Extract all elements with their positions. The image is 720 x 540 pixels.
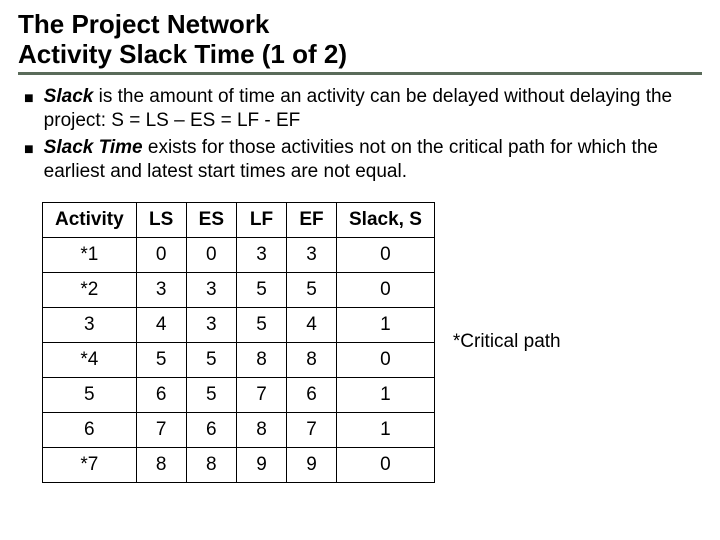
table-cell: 5 (287, 272, 337, 307)
square-bullet-icon: ■ (24, 140, 34, 160)
table-cell: 8 (136, 447, 186, 482)
table-cell: 8 (237, 342, 287, 377)
square-bullet-icon: ■ (24, 89, 34, 109)
table-cell: 6 (287, 377, 337, 412)
table-cell: 1 (337, 307, 435, 342)
bullet-text: Slack is the amount of time an activity … (44, 85, 696, 133)
table-row: 565761 (43, 377, 435, 412)
table-cell: 7 (136, 412, 186, 447)
table-cell: 3 (186, 307, 236, 342)
table-cell: 4 (287, 307, 337, 342)
table-cell: 6 (43, 412, 137, 447)
table-cell: 0 (136, 237, 186, 272)
table-cell: 5 (136, 342, 186, 377)
bullet-item: ■ Slack Time exists for those activities… (24, 136, 696, 184)
table-cell: 5 (186, 342, 236, 377)
title-line-2: Activity Slack Time (1 of 2) (18, 40, 702, 70)
slack-table: Activity LS ES LF EF Slack, S *100330*23… (42, 202, 435, 483)
bullet-item: ■ Slack is the amount of time an activit… (24, 85, 696, 133)
table-cell: 9 (287, 447, 337, 482)
table-cell: 0 (337, 272, 435, 307)
table-cell: 3 (43, 307, 137, 342)
table-cell: *1 (43, 237, 137, 272)
table-cell: 9 (237, 447, 287, 482)
table-cell: 6 (136, 377, 186, 412)
table-cell: 3 (186, 272, 236, 307)
table-row: *455880 (43, 342, 435, 377)
table-row: 676871 (43, 412, 435, 447)
table-cell: 1 (337, 412, 435, 447)
table-cell: 7 (287, 412, 337, 447)
table-row: *100330 (43, 237, 435, 272)
table-cell: *2 (43, 272, 137, 307)
table-cell: 0 (337, 447, 435, 482)
col-header: Activity (43, 202, 137, 237)
table-cell: 5 (43, 377, 137, 412)
table-cell: 7 (237, 377, 287, 412)
table-row: 343541 (43, 307, 435, 342)
bullet-text: Slack Time exists for those activities n… (44, 136, 696, 184)
col-header: EF (287, 202, 337, 237)
table-cell: 6 (186, 412, 236, 447)
table-cell: 3 (287, 237, 337, 272)
slide-title-block: The Project Network Activity Slack Time … (18, 10, 702, 75)
col-header: LS (136, 202, 186, 237)
table-cell: *4 (43, 342, 137, 377)
table-cell: 5 (237, 272, 287, 307)
table-cell: 3 (237, 237, 287, 272)
col-header: Slack, S (337, 202, 435, 237)
content-row: Activity LS ES LF EF Slack, S *100330*23… (18, 202, 702, 483)
table-cell: 0 (337, 237, 435, 272)
table-cell: 8 (237, 412, 287, 447)
col-header: LF (237, 202, 287, 237)
critical-path-footnote: *Critical path (453, 331, 561, 353)
table-cell: 1 (337, 377, 435, 412)
table-cell: 8 (186, 447, 236, 482)
table-cell: *7 (43, 447, 137, 482)
table-cell: 4 (136, 307, 186, 342)
table-row: *788990 (43, 447, 435, 482)
table-row: *233550 (43, 272, 435, 307)
table-cell: 5 (186, 377, 236, 412)
table-cell: 5 (237, 307, 287, 342)
table-header-row: Activity LS ES LF EF Slack, S (43, 202, 435, 237)
table-cell: 0 (337, 342, 435, 377)
table-cell: 0 (186, 237, 236, 272)
table-cell: 8 (287, 342, 337, 377)
table-cell: 3 (136, 272, 186, 307)
title-line-1: The Project Network (18, 10, 702, 40)
col-header: ES (186, 202, 236, 237)
bullet-list: ■ Slack is the amount of time an activit… (18, 85, 702, 202)
